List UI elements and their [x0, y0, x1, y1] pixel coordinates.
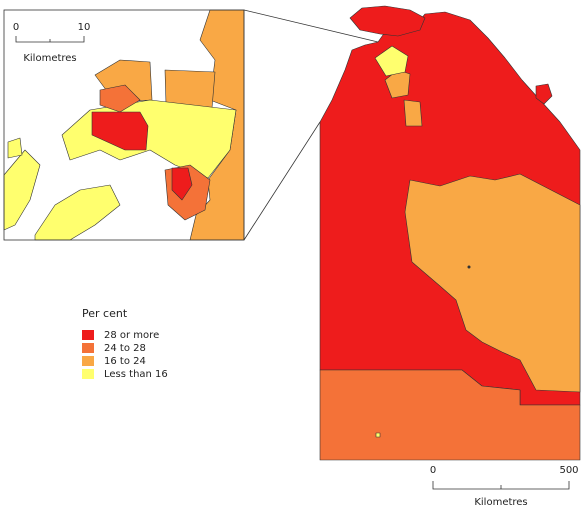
scale-bar — [432, 481, 570, 490]
region — [91, 111, 149, 151]
region — [7, 137, 23, 159]
connector — [243, 9, 379, 43]
legend: Per cent 28 or more 24 to 28 16 to 24 Less … — [82, 307, 168, 380]
legend-swatch — [82, 343, 94, 353]
scale-bar — [15, 36, 85, 43]
region — [319, 369, 581, 461]
legend-label: 16 to 24 — [104, 356, 146, 367]
legend-swatch — [82, 369, 94, 379]
connector — [243, 121, 321, 241]
scale-label: 0 — [13, 22, 19, 33]
inset-frame — [3, 9, 245, 241]
region — [171, 167, 193, 201]
main-scale: 0 500 Kilometres — [430, 465, 579, 507]
legend-swatch — [82, 330, 94, 340]
legend-swatch — [82, 356, 94, 366]
scale-unit: Kilometres — [23, 53, 76, 64]
scale-label: 0 — [430, 465, 436, 476]
inset-scale: 0 10 Kilometres — [13, 22, 91, 64]
legend-label: 24 to 28 — [104, 343, 146, 354]
region — [374, 45, 409, 77]
region — [404, 173, 581, 393]
region — [535, 83, 553, 105]
legend-label: Less than 16 — [104, 369, 168, 380]
legend-title: Per cent — [82, 307, 128, 320]
legend-label: 28 or more — [104, 330, 159, 341]
scale-label: 10 — [78, 22, 91, 33]
main-map — [319, 5, 581, 461]
scale-label: 500 — [559, 465, 578, 476]
region — [99, 84, 141, 113]
region — [375, 432, 381, 438]
region — [349, 5, 426, 37]
inset-map — [3, 9, 245, 241]
region — [467, 265, 471, 269]
region — [403, 99, 423, 127]
region — [164, 69, 216, 109]
scale-unit: Kilometres — [474, 497, 527, 507]
